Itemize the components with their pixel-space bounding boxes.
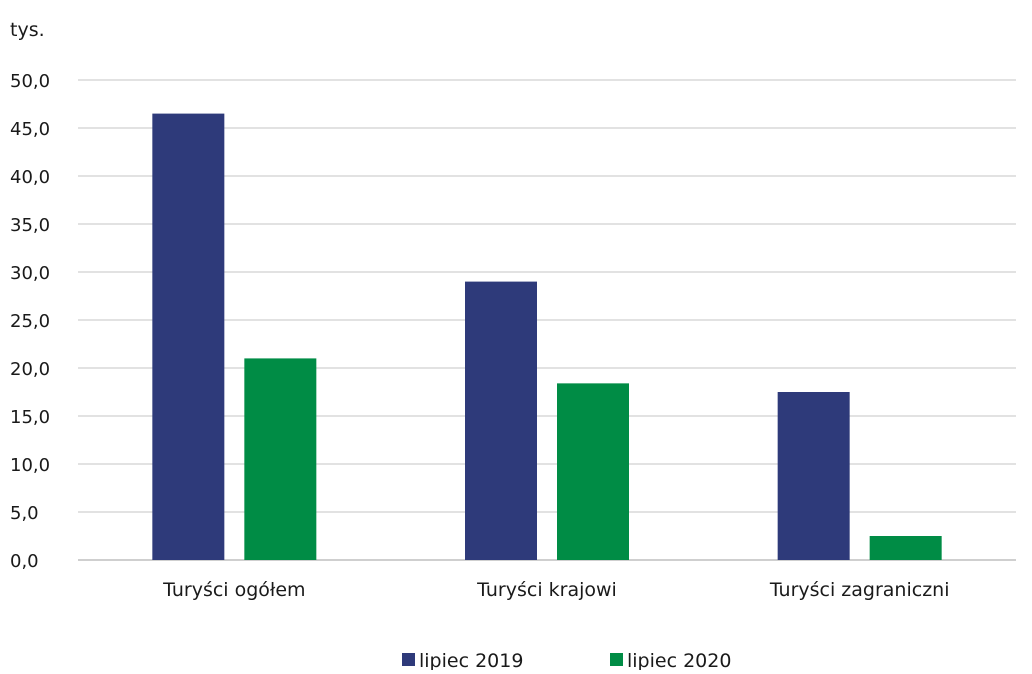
y-tick-label: 10,0 [10, 455, 50, 476]
legend-swatch [402, 653, 415, 666]
y-tick-label: 0,0 [10, 551, 39, 572]
legend: lipiec 2019 lipiec 2020 [402, 650, 731, 670]
y-unit-label: tys. [10, 19, 45, 41]
x-axis-labels: Turyści ogółem Turyści krajowi Turyści zag… [162, 579, 949, 601]
bar-series1 [778, 392, 850, 560]
y-tick-label: 45,0 [10, 119, 50, 140]
y-tick-label: 50,0 [10, 71, 50, 92]
legend-label: lipiec 2019 [419, 650, 523, 670]
y-tick-label: 20,0 [10, 359, 50, 380]
y-tick-label: 25,0 [10, 311, 50, 332]
y-tick-label: 15,0 [10, 407, 50, 428]
x-tick-label: Turyści zagraniczni [769, 579, 950, 601]
y-tick-label: 40,0 [10, 167, 50, 188]
y-axis-ticks: 0,0 5,0 10,0 15,0 20,0 25,0 30,0 35,0 40,0 45,0 50… [10, 71, 50, 572]
bar-series2 [870, 536, 942, 560]
y-tick-label: 35,0 [10, 215, 50, 236]
bar-series1 [465, 282, 537, 560]
y-tick-label: 30,0 [10, 263, 50, 284]
bar-series2 [244, 358, 316, 560]
y-tick-label: 5,0 [10, 503, 39, 524]
legend-label: lipiec 2020 [627, 650, 731, 670]
legend-swatch [610, 653, 623, 666]
x-tick-label: Turyści krajowi [476, 579, 617, 601]
bars [152, 114, 941, 560]
bar-series1 [152, 114, 224, 560]
bar-series2 [557, 383, 629, 560]
x-tick-label: Turyści ogółem [162, 579, 305, 601]
